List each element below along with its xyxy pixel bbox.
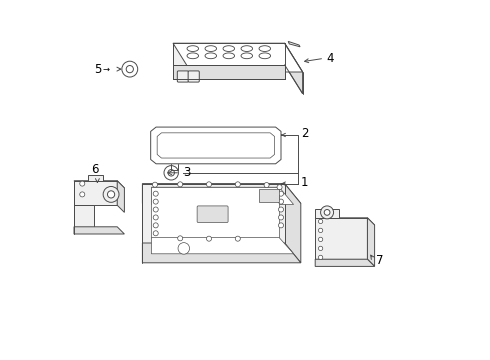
Circle shape (153, 207, 158, 212)
Polygon shape (143, 184, 301, 203)
Text: 2: 2 (301, 127, 308, 140)
Circle shape (107, 191, 115, 198)
Polygon shape (285, 43, 303, 94)
Circle shape (152, 182, 157, 187)
Polygon shape (88, 175, 103, 181)
Polygon shape (368, 218, 374, 266)
Polygon shape (173, 43, 303, 72)
Polygon shape (74, 227, 124, 234)
Circle shape (235, 236, 240, 241)
Circle shape (206, 236, 212, 241)
Circle shape (264, 183, 269, 188)
Circle shape (206, 182, 212, 187)
Text: 7: 7 (376, 255, 384, 267)
Circle shape (278, 191, 284, 196)
Polygon shape (151, 187, 279, 238)
Polygon shape (74, 181, 124, 188)
Circle shape (318, 219, 323, 224)
Circle shape (278, 215, 284, 220)
Circle shape (320, 206, 334, 219)
Polygon shape (288, 41, 300, 47)
Circle shape (324, 210, 330, 215)
Circle shape (164, 166, 178, 180)
Circle shape (278, 199, 284, 204)
Polygon shape (151, 187, 294, 204)
Ellipse shape (259, 46, 270, 51)
Circle shape (153, 223, 158, 228)
Text: →: → (103, 65, 110, 74)
Text: 6: 6 (91, 163, 98, 176)
Circle shape (126, 66, 133, 73)
Text: 1: 1 (301, 176, 308, 189)
Polygon shape (315, 218, 374, 225)
Text: 4: 4 (326, 52, 334, 65)
Circle shape (122, 61, 138, 77)
Polygon shape (74, 181, 117, 205)
Ellipse shape (205, 46, 217, 51)
Circle shape (153, 191, 158, 196)
Circle shape (178, 236, 183, 241)
Polygon shape (151, 238, 294, 254)
Ellipse shape (187, 53, 198, 59)
Polygon shape (315, 218, 368, 259)
Polygon shape (173, 65, 285, 79)
Polygon shape (143, 243, 301, 263)
Circle shape (318, 255, 323, 260)
Ellipse shape (187, 46, 198, 51)
Ellipse shape (241, 46, 252, 51)
FancyBboxPatch shape (177, 71, 189, 82)
Polygon shape (259, 189, 279, 202)
Circle shape (153, 231, 158, 236)
FancyBboxPatch shape (197, 206, 228, 222)
Circle shape (153, 215, 158, 220)
Circle shape (178, 182, 183, 187)
Circle shape (278, 223, 284, 228)
Polygon shape (151, 127, 281, 164)
Polygon shape (157, 133, 274, 158)
Circle shape (278, 207, 284, 212)
Circle shape (80, 192, 85, 197)
Polygon shape (143, 184, 285, 243)
Circle shape (168, 170, 174, 176)
Circle shape (178, 243, 190, 254)
Ellipse shape (223, 46, 235, 51)
Circle shape (318, 237, 323, 242)
Circle shape (235, 182, 240, 187)
Text: 3: 3 (183, 166, 191, 179)
Circle shape (80, 181, 85, 186)
Ellipse shape (223, 53, 235, 59)
Circle shape (277, 185, 282, 190)
Polygon shape (315, 209, 339, 218)
Circle shape (318, 228, 323, 233)
Ellipse shape (241, 53, 252, 59)
Ellipse shape (205, 53, 217, 59)
FancyBboxPatch shape (188, 71, 199, 82)
Circle shape (103, 186, 119, 202)
Polygon shape (117, 181, 124, 212)
Polygon shape (315, 259, 374, 266)
Polygon shape (173, 43, 285, 65)
Circle shape (318, 246, 323, 251)
Polygon shape (74, 205, 94, 227)
Ellipse shape (259, 53, 270, 59)
Polygon shape (285, 184, 301, 263)
Circle shape (153, 199, 158, 204)
Text: 5: 5 (94, 63, 101, 76)
